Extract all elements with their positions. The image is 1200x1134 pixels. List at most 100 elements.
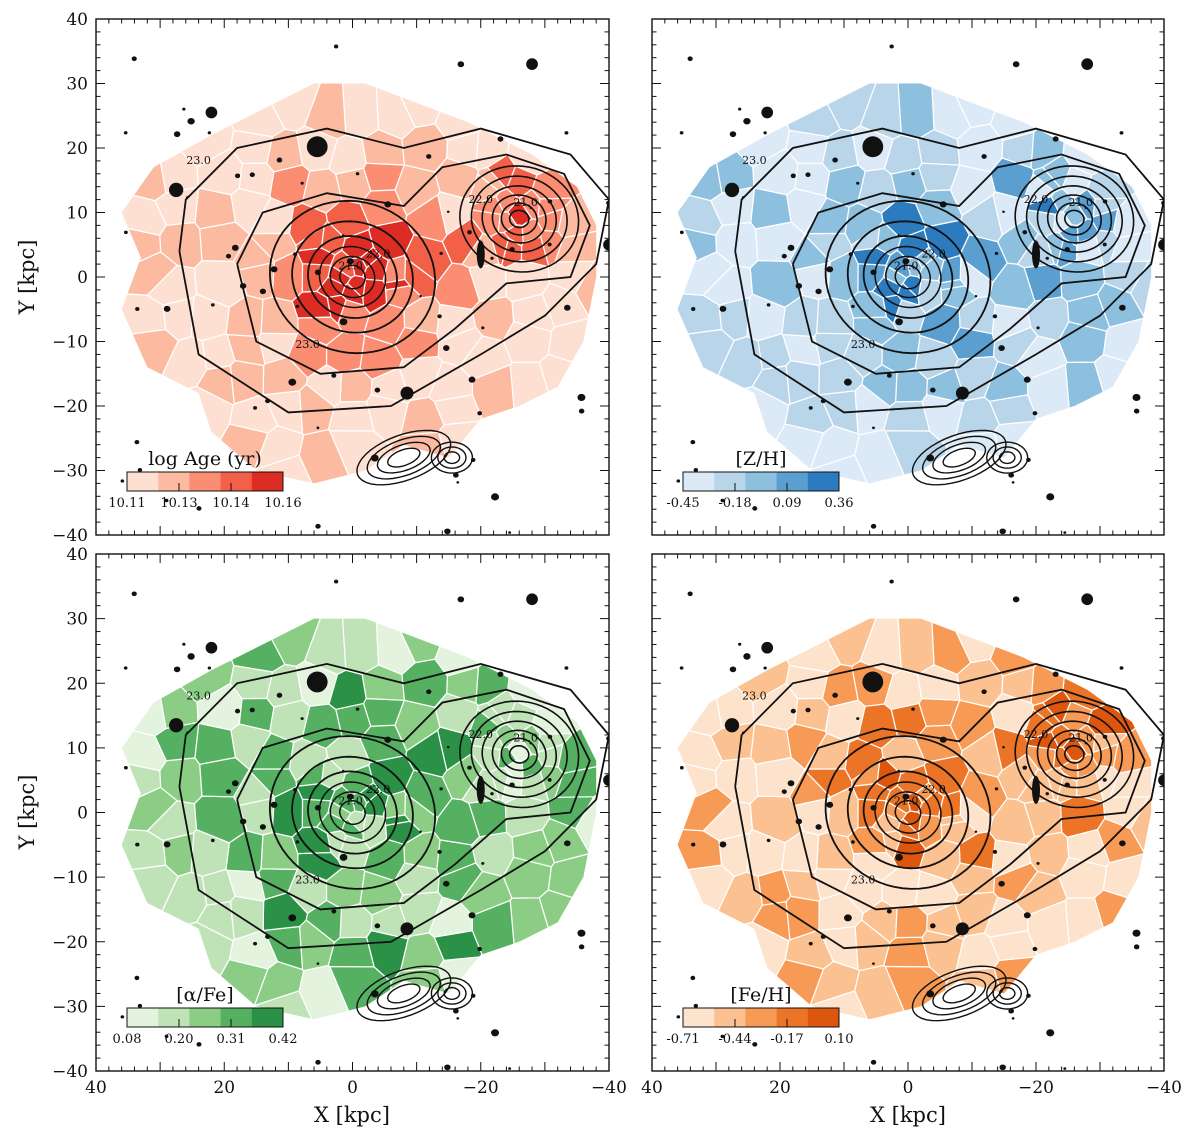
companion-isophote [470,710,568,799]
point-source [729,666,737,673]
point-source [897,769,900,773]
point-source [355,172,360,176]
point-source [826,801,834,808]
main-galaxy-isophote [329,791,376,834]
point-source [225,789,232,794]
point-source [564,666,569,670]
main-galaxy-isophote [318,245,387,309]
colorbar-swatch [158,472,190,491]
isophote-contours [178,127,609,486]
point-source [897,234,900,237]
point-source [384,201,392,208]
point-source [314,269,322,276]
point-source [752,1042,758,1047]
point-source [123,131,128,135]
y-tick-label: 0 [77,804,88,824]
point-source [470,993,476,998]
point-source [270,266,278,273]
point-source [457,61,465,68]
point-source [173,666,181,673]
colorbar-swatch [220,472,253,491]
contour-label: 22.0 [921,248,946,261]
point-source [1084,742,1088,745]
x-tick-label: 0 [347,1078,358,1098]
point-source [578,944,585,950]
point-source [743,117,751,125]
point-source [339,853,348,861]
point-source [315,1059,321,1065]
companion-isophote [481,720,557,789]
point-source [851,304,855,309]
colorbar-tick-label: 10.16 [264,496,301,511]
colorbar-frame [126,471,284,492]
point-source [123,230,128,235]
pair-isophote [942,447,977,468]
x-tick-label: 0 [903,1078,914,1098]
y-axis-label-bottom: Y [kpc] [15,775,39,851]
point-source [974,295,978,298]
point-source [316,962,320,965]
x-tick-label: 20 [213,1078,235,1098]
point-source [1102,778,1107,782]
point-source [719,841,727,848]
point-source [1002,745,1005,749]
jet-feature [476,240,485,269]
map-bin [1095,765,1119,803]
companion-isophote [481,184,557,253]
point-source [1064,247,1070,252]
point-source [529,206,533,210]
point-source [231,244,239,251]
point-source [1026,993,1031,998]
point-source [1102,734,1108,739]
point-source [752,506,758,511]
point-source [926,454,935,462]
point-source [491,1029,500,1037]
outer-isophote-22 [791,688,1146,911]
point-source [1132,393,1141,402]
colorbar-tick-label: -0.44 [718,1032,751,1047]
point-source [1064,782,1070,788]
companion-isophote [508,745,530,764]
point-source [207,131,212,135]
point-source [163,305,171,312]
point-source [826,266,834,273]
contour-label: 21.0 [894,259,919,272]
y-tick-label: 10 [66,739,88,759]
contour-label: 23.0 [295,874,320,887]
point-source [315,523,321,529]
point-source [137,467,143,472]
colorbar-tick-label: 0.20 [165,1032,194,1047]
companion-isophote [1063,745,1085,764]
point-source [249,172,255,178]
bright-source [1158,774,1164,787]
colorbar-swatch [127,1008,159,1027]
point-source [886,373,892,378]
companion-isophote [491,729,547,780]
colorbar-tick-label: 10.13 [160,496,197,511]
companion-isophote [470,175,568,263]
map-bin [788,233,832,271]
point-source [1102,242,1107,247]
bright-source [205,106,218,119]
companion-isophote [491,194,547,244]
point-source [419,830,422,833]
point-source [820,934,826,939]
point-source [120,479,125,483]
colorbar-tick-label: 0.08 [113,1032,142,1047]
colorbar-swatch [807,1008,840,1027]
point-source [1036,861,1040,865]
point-source [679,666,684,670]
x-axis-label-right: X [kpc] [870,1103,946,1127]
bright-source [205,641,218,654]
bright-source [400,386,414,400]
point-source [998,345,1005,352]
point-source [1132,929,1141,937]
x-tick-label: 40 [85,1078,107,1098]
point-source [992,314,998,319]
point-source [1023,376,1031,383]
outer-isophote-22 [236,153,591,375]
point-source [437,314,442,319]
point-source [719,305,727,312]
contour-label: 23.0 [186,689,211,702]
companion-isophote [1036,184,1113,253]
